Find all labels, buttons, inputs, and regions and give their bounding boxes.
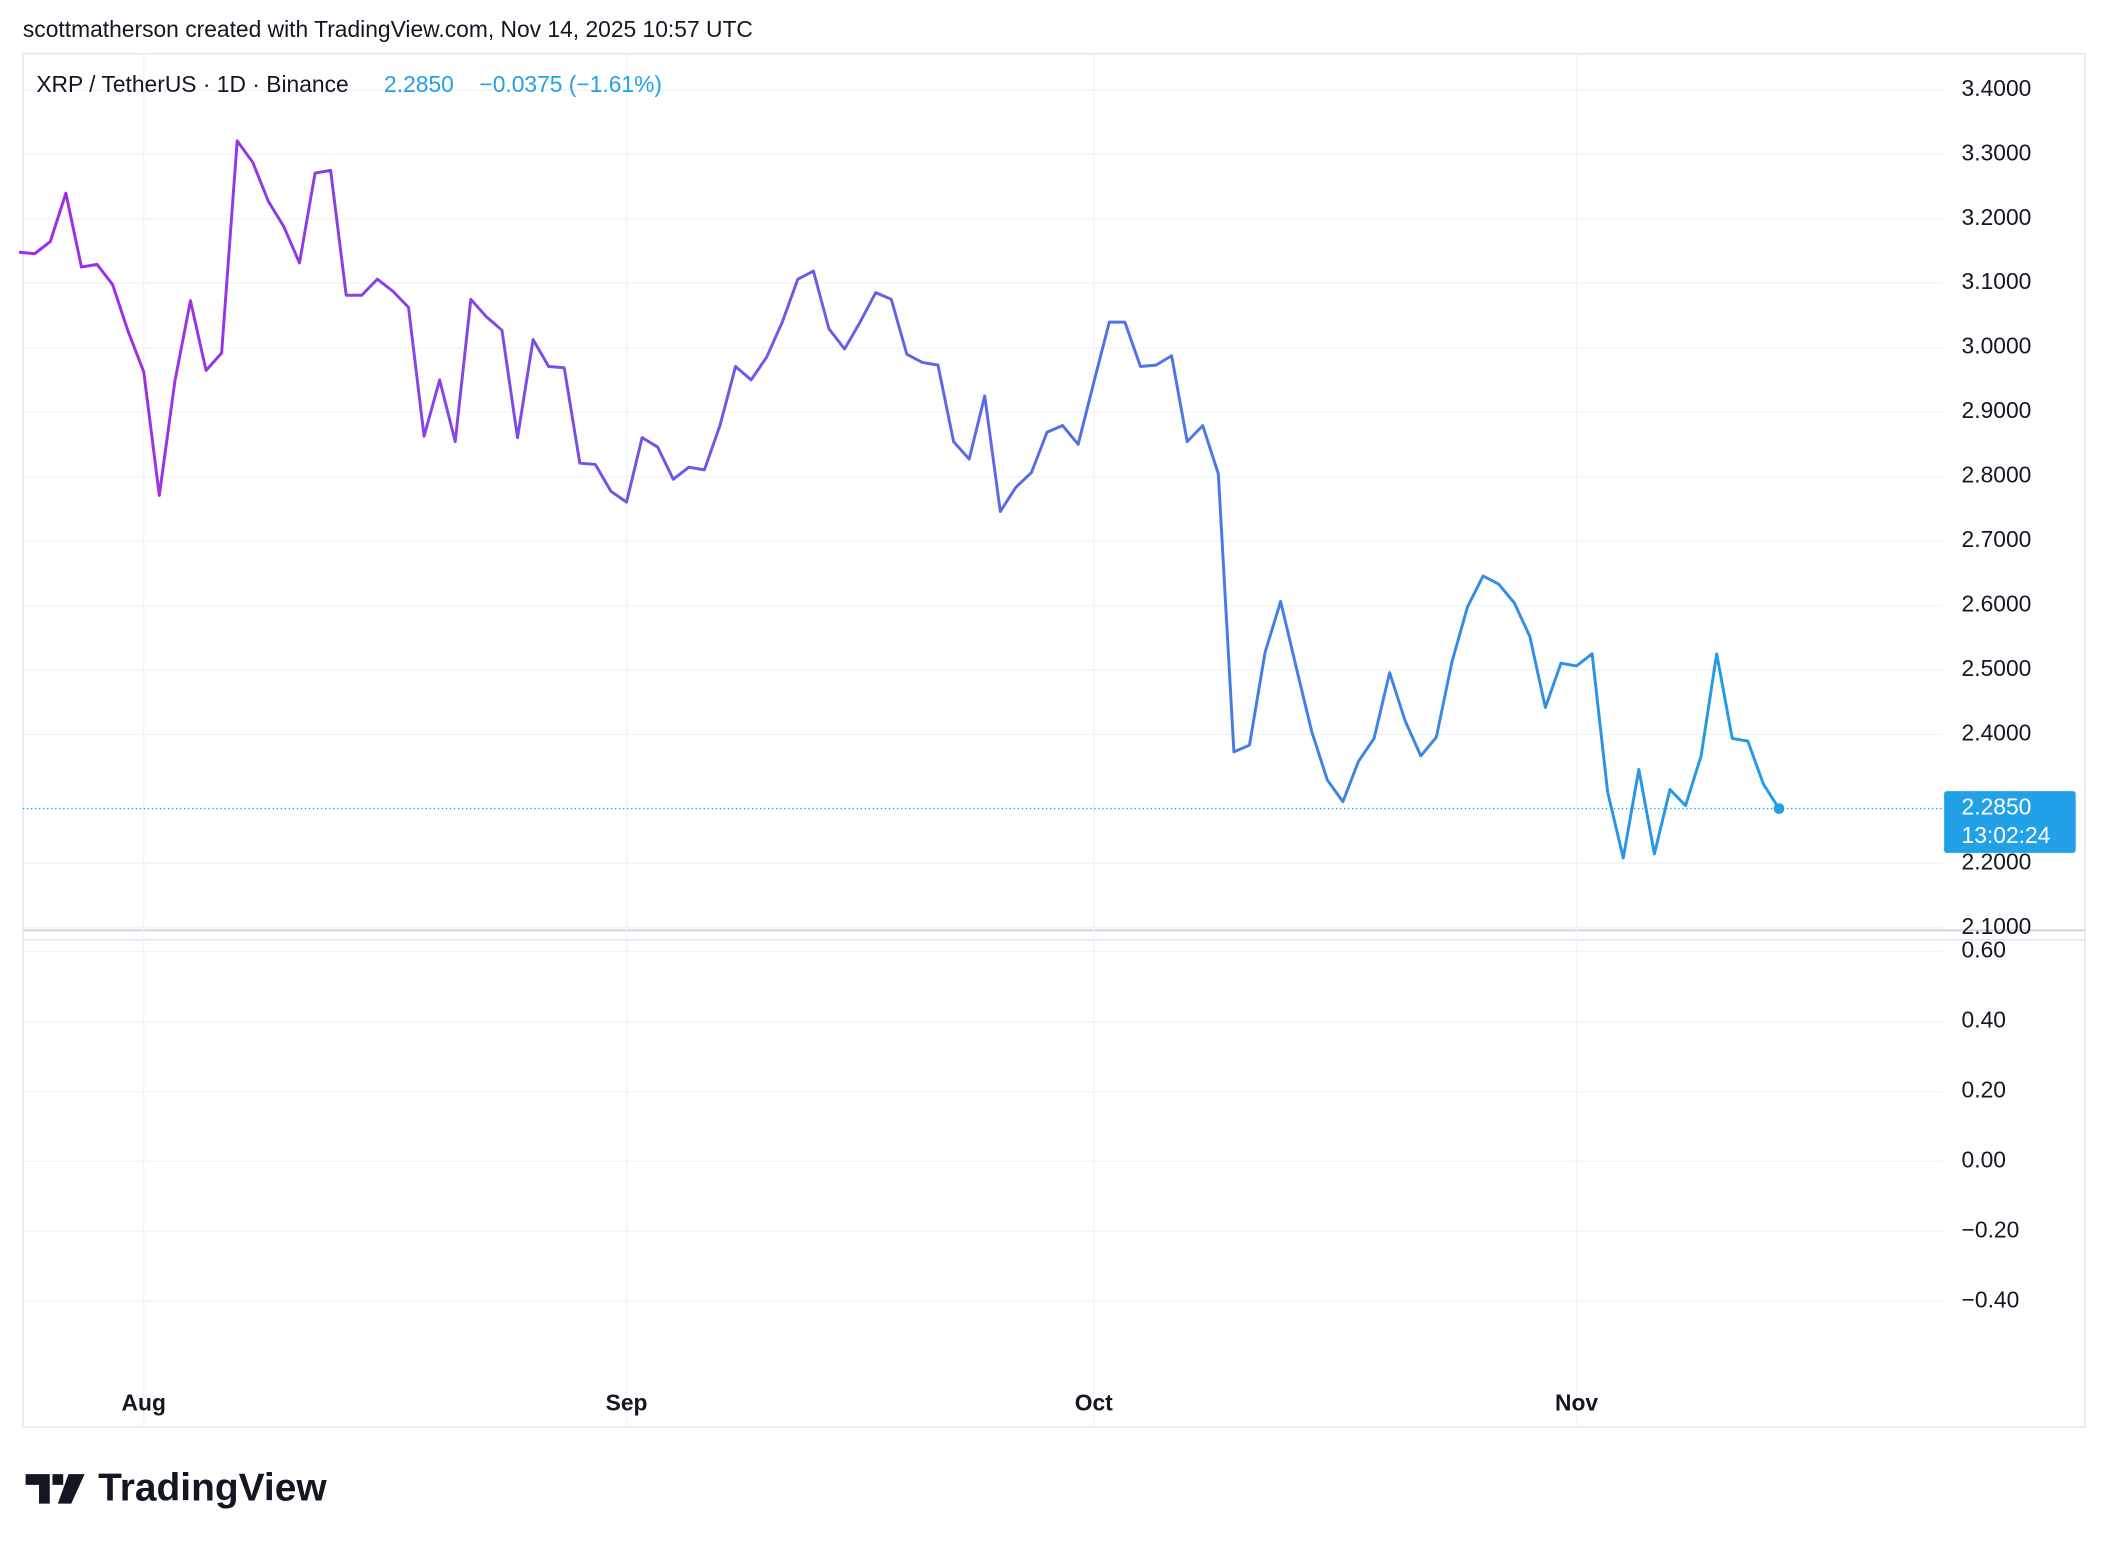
grid: [22, 53, 1943, 1428]
legend-price: 2.2850: [384, 71, 454, 97]
logo: TradingView: [25, 1467, 327, 1510]
legend-name: XRP / TetherUS · 1D · Binance: [36, 71, 348, 97]
y-tick-label: 3.3000: [1962, 139, 2032, 165]
logo-icon: [25, 1474, 85, 1504]
x-tick-label: Oct: [1075, 1389, 1113, 1415]
y-tick-label: 2.8000: [1962, 462, 2032, 488]
price-tag-label: 2.2850: [1962, 794, 2032, 820]
legend-change: −0.0375 (−1.61%): [479, 71, 662, 97]
y-tick-label: 2.6000: [1962, 591, 2032, 617]
price-tag: [1944, 791, 2076, 853]
frame: [22, 53, 2086, 1428]
logo-text: TradingView: [98, 1467, 327, 1510]
y-tick-label: 2.9000: [1962, 397, 2032, 423]
last-point: [1773, 803, 1785, 814]
y2-tick-label: −0.20: [1962, 1216, 2020, 1242]
y-tick-label: 2.1000: [1962, 913, 2032, 939]
y-tick-label: 3.2000: [1962, 204, 2032, 230]
y2-tick-label: 0.00: [1962, 1146, 2006, 1172]
y-tick-label: 2.5000: [1962, 655, 2032, 681]
x-tick-label: Aug: [122, 1389, 166, 1415]
header: scottmatherson created with TradingView.…: [23, 16, 753, 42]
countdown-label: 13:02:24: [1962, 822, 2051, 848]
y2-tick-label: 0.40: [1962, 1007, 2006, 1033]
y2-tick-label: 0.20: [1962, 1077, 2006, 1103]
price-line: [19, 139, 1781, 860]
y2-tick-label: −0.40: [1962, 1286, 2020, 1312]
y-tick-label: 2.7000: [1962, 526, 2032, 552]
y-tick-label: 2.4000: [1962, 719, 2032, 745]
y-tick-label: 3.0000: [1962, 333, 2032, 359]
y-tick-label: 3.1000: [1962, 268, 2032, 294]
x-tick-label: Nov: [1555, 1389, 1598, 1415]
plot: [19, 139, 1943, 860]
y2-tick-label: 0.60: [1962, 937, 2006, 963]
x-tick-label: Sep: [606, 1389, 648, 1415]
y-tick-label: 3.4000: [1962, 75, 2032, 101]
